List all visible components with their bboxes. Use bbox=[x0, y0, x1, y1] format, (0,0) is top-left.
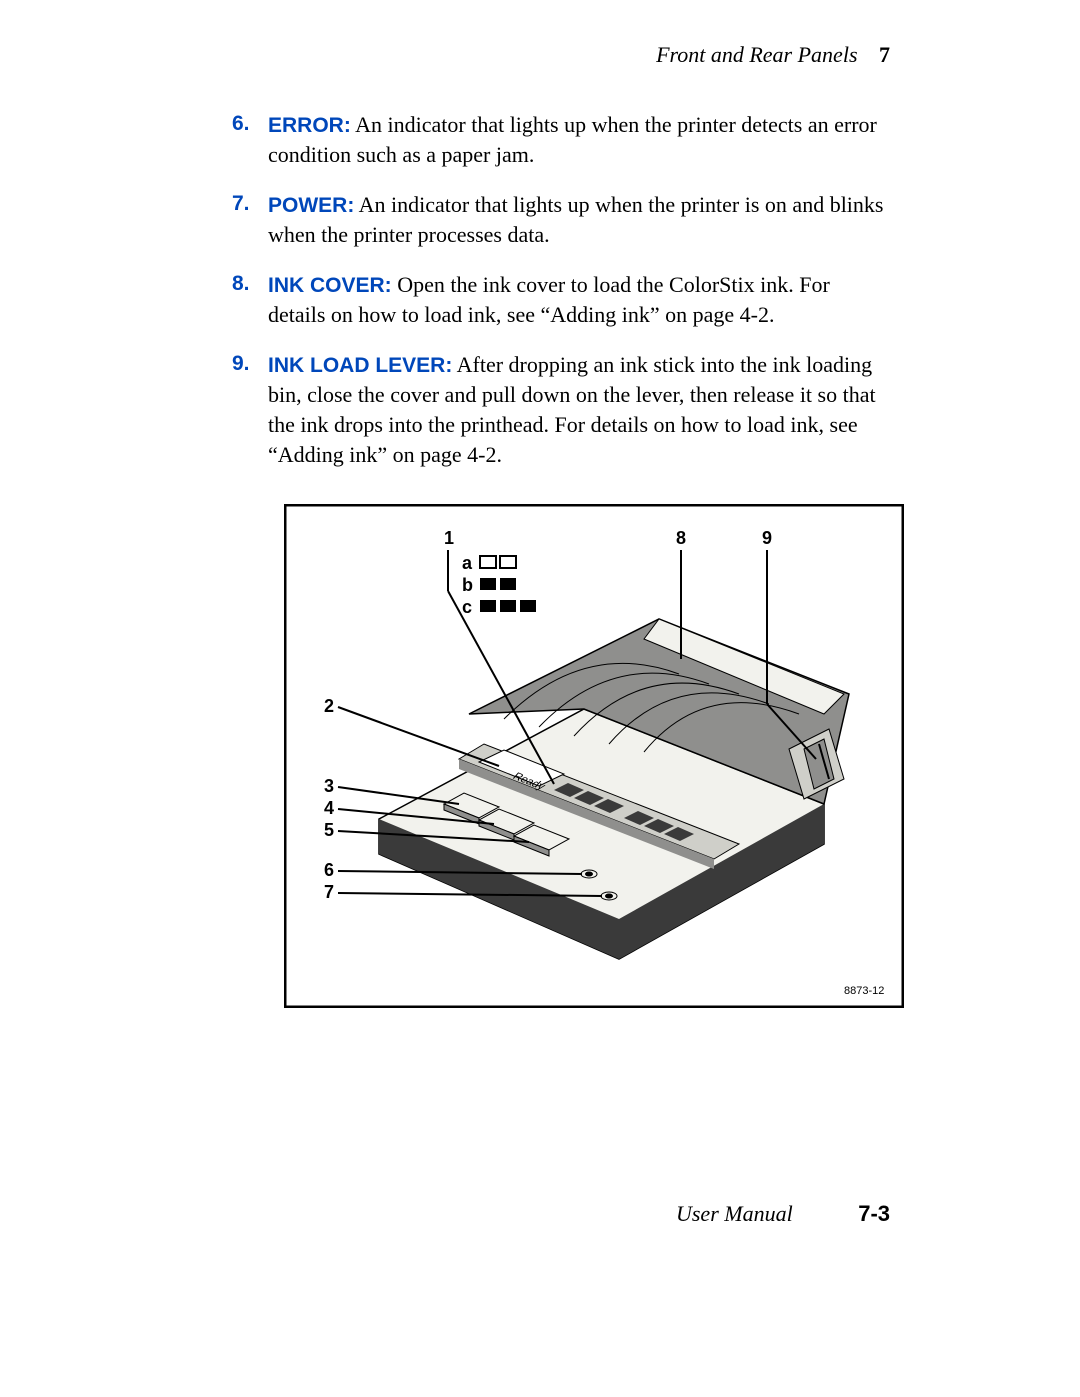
page-footer: User Manual 7-3 bbox=[676, 1201, 890, 1227]
page-number: 7-3 bbox=[858, 1201, 890, 1226]
list-item: 7. POWER: An indicator that lights up wh… bbox=[232, 190, 892, 250]
callout-2: 2 bbox=[324, 696, 334, 716]
callout-8: 8 bbox=[676, 528, 686, 548]
item-number: 7. bbox=[232, 190, 268, 250]
item-text: An indicator that lights up when the pri… bbox=[268, 192, 883, 247]
item-body: INK LOAD LEVER: After dropping an ink st… bbox=[268, 350, 892, 469]
item-number: 6. bbox=[232, 110, 268, 170]
svg-text:a: a bbox=[462, 553, 473, 573]
manual-page: Front and Rear Panels 7 6. ERROR: An ind… bbox=[0, 0, 1080, 1397]
callout-5: 5 bbox=[324, 820, 334, 840]
instruction-list: 6. ERROR: An indicator that lights up wh… bbox=[232, 110, 892, 490]
page-header: Front and Rear Panels 7 bbox=[656, 42, 890, 68]
printer-body: Ready bbox=[379, 619, 849, 959]
ink-legend: a b c bbox=[462, 553, 536, 617]
item-label: ERROR: bbox=[268, 114, 351, 137]
section-title: Front and Rear Panels bbox=[656, 42, 857, 67]
item-label: INK COVER: bbox=[268, 274, 392, 297]
section-number: 7 bbox=[879, 42, 890, 67]
callout-4: 4 bbox=[324, 798, 334, 818]
item-body: POWER: An indicator that lights up when … bbox=[268, 190, 892, 250]
callout-3: 3 bbox=[324, 776, 334, 796]
item-text: An indicator that lights up when the pri… bbox=[268, 112, 877, 167]
callout-9: 9 bbox=[762, 528, 772, 548]
item-number: 8. bbox=[232, 270, 268, 330]
callout-7: 7 bbox=[324, 882, 334, 902]
item-body: INK COVER: Open the ink cover to load th… bbox=[268, 270, 892, 330]
manual-name: User Manual bbox=[676, 1201, 793, 1226]
callout-6: 6 bbox=[324, 860, 334, 880]
item-label: INK LOAD LEVER: bbox=[268, 354, 452, 377]
diagram-svg: Ready bbox=[284, 504, 904, 1008]
item-body: ERROR: An indicator that lights up when … bbox=[268, 110, 892, 170]
svg-text:c: c bbox=[462, 597, 472, 617]
printer-diagram: Ready bbox=[284, 504, 904, 1008]
item-number: 9. bbox=[232, 350, 268, 469]
item-label: POWER: bbox=[268, 194, 354, 217]
list-item: 6. ERROR: An indicator that lights up wh… bbox=[232, 110, 892, 170]
list-item: 9. INK LOAD LEVER: After dropping an ink… bbox=[232, 350, 892, 469]
list-item: 8. INK COVER: Open the ink cover to load… bbox=[232, 270, 892, 330]
figure-id: 8873-12 bbox=[844, 985, 884, 997]
callout-1: 1 bbox=[444, 528, 454, 548]
svg-text:b: b bbox=[462, 575, 473, 595]
